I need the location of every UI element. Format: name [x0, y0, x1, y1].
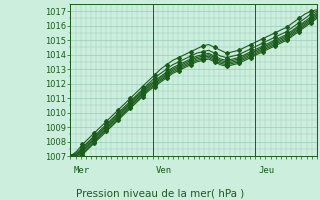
Text: Ven: Ven	[156, 166, 172, 175]
Text: Pression niveau de la mer( hPa ): Pression niveau de la mer( hPa )	[76, 188, 244, 198]
Text: Mer: Mer	[74, 166, 90, 175]
Text: Jeu: Jeu	[259, 166, 275, 175]
